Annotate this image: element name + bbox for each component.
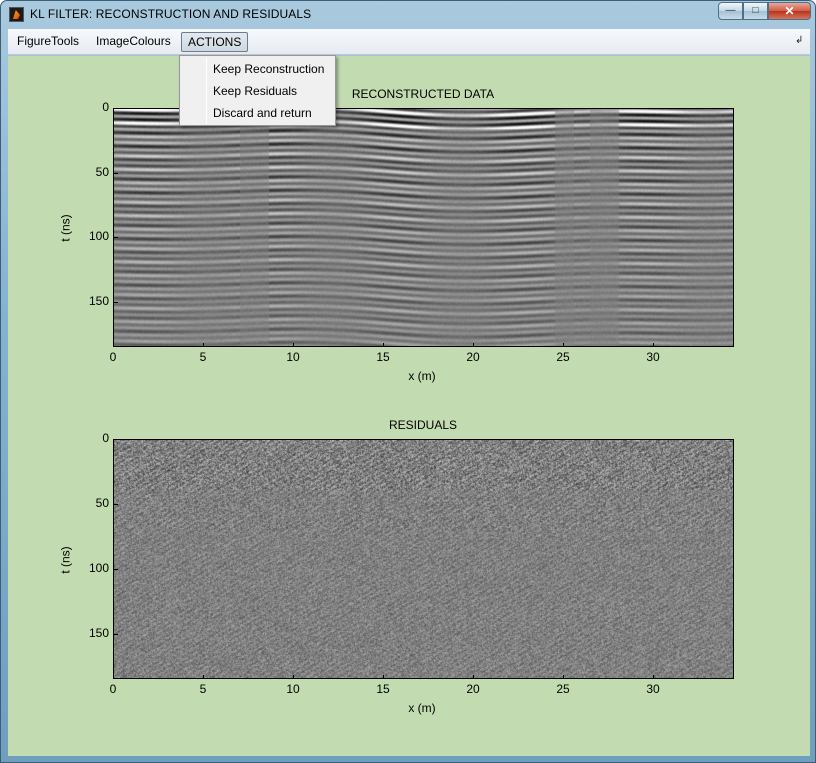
y-tick-mark	[114, 237, 118, 239]
actions-dropdown-menu: Keep Reconstruction Keep Residuals Disca…	[179, 55, 336, 126]
x-tick-mark	[653, 343, 654, 347]
residuals-radargram	[114, 440, 733, 678]
y-tick-label: 50	[95, 495, 109, 510]
reconstructed-xlabel: x (m)	[408, 369, 436, 383]
x-tick-mark	[383, 675, 384, 679]
residuals-image[interactable]	[113, 439, 734, 679]
y-tick-mark	[114, 568, 118, 570]
window-title: KL FILTER: RECONSTRUCTION AND RESIDUALS	[30, 7, 312, 21]
reconstructed-ylabel: t (ns)	[58, 214, 73, 242]
menu-bar: FigureTools ImageColours ACTIONS ↲	[8, 29, 810, 55]
residuals-ylabel: t (ns)	[58, 546, 73, 574]
x-tick-label: 0	[109, 350, 117, 364]
x-tick-label: 20	[466, 350, 480, 364]
x-tick-label: 25	[556, 682, 570, 696]
x-tick-mark	[563, 343, 564, 347]
y-tick-mark	[114, 439, 118, 440]
x-tick-label: 5	[199, 682, 207, 696]
y-tick-label: 50	[95, 164, 109, 179]
x-tick-mark	[203, 675, 204, 679]
x-tick-mark	[473, 343, 474, 347]
x-tick-label: 10	[286, 682, 300, 696]
x-tick-label: 30	[646, 350, 660, 364]
y-tick-mark	[114, 503, 118, 505]
y-tick-label: 150	[88, 293, 109, 308]
menu-icon-gutter	[206, 58, 207, 124]
menu-item-discard-and-return[interactable]: Discard and return	[213, 106, 312, 120]
x-tick-mark	[203, 343, 204, 347]
reconstructed-radargram	[114, 109, 733, 346]
x-tick-label: 20	[466, 682, 480, 696]
x-tick-label: 15	[376, 350, 390, 364]
y-tick-label: 100	[88, 560, 109, 575]
menu-item-keep-reconstruction[interactable]: Keep Reconstruction	[213, 62, 325, 76]
x-tick-mark	[113, 343, 114, 347]
y-tick-label: 0	[102, 100, 109, 114]
y-tick-label: 150	[88, 625, 109, 640]
x-tick-mark	[473, 675, 474, 679]
y-tick-mark	[114, 633, 118, 635]
x-tick-mark	[293, 675, 294, 679]
minimize-button[interactable]: —	[718, 2, 743, 20]
x-tick-label: 10	[286, 350, 300, 364]
y-tick-mark	[114, 301, 118, 303]
x-tick-label: 15	[376, 682, 390, 696]
y-tick-label: 100	[88, 229, 109, 244]
menu-item-keep-residuals[interactable]: Keep Residuals	[213, 84, 298, 98]
x-tick-label: 25	[556, 350, 570, 364]
reconstructed-axes-title: RECONSTRUCTED DATA	[351, 87, 495, 101]
x-tick-label: 0	[109, 682, 117, 696]
x-tick-label: 30	[646, 682, 660, 696]
figure-canvas: RECONSTRUCTED DATA 0 5 10 15 20 25 30 0 50 100 150…	[8, 56, 810, 756]
y-tick-mark	[114, 172, 118, 174]
x-tick-mark	[653, 675, 654, 679]
menu-figuretools[interactable]: FigureTools	[17, 34, 80, 48]
title-bar[interactable]: KL FILTER: RECONSTRUCTION AND RESIDUALS …	[1, 1, 815, 29]
x-tick-mark	[113, 675, 114, 679]
x-tick-mark	[293, 343, 294, 347]
close-button[interactable]: ✕	[768, 2, 811, 20]
menu-imagecolours[interactable]: ImageColours	[96, 34, 171, 48]
residuals-xlabel: x (m)	[408, 701, 436, 715]
y-tick-mark	[114, 108, 118, 109]
reconstructed-image[interactable]	[113, 108, 734, 347]
menu-actions[interactable]: ACTIONS	[181, 32, 249, 52]
residuals-axes-title: RESIDUALS	[388, 418, 458, 432]
x-tick-mark	[383, 343, 384, 347]
menubar-overflow-icon[interactable]: ↲	[795, 35, 804, 46]
x-tick-label: 5	[199, 350, 207, 364]
x-tick-mark	[563, 675, 564, 679]
matlab-app-icon[interactable]	[9, 7, 24, 22]
y-tick-label: 0	[102, 431, 109, 445]
maximize-button[interactable]: □	[743, 2, 768, 20]
